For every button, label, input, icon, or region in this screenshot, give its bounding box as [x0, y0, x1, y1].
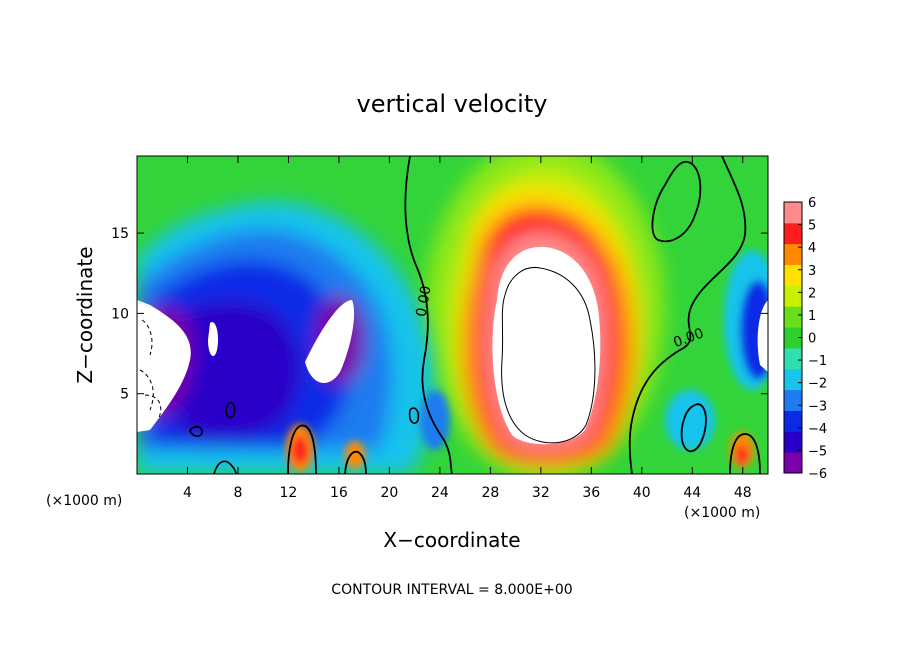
downdraft-core-min-2	[208, 322, 219, 357]
x-axis-label: X−coordinate	[383, 528, 520, 552]
x-tick-label: 44	[683, 485, 701, 501]
colorbar-tick-label: 6	[808, 196, 816, 211]
x-unit-left: (×1000 m)	[46, 493, 122, 509]
zero-contour-loop-2	[680, 403, 707, 453]
colorbar-swatch	[784, 327, 802, 349]
colorbar-swatch	[784, 431, 802, 453]
max-contour	[501, 266, 596, 444]
colorbar-tick-label: 4	[808, 241, 816, 256]
contour-lines	[139, 156, 761, 474]
colorbar-swatch	[784, 222, 802, 245]
colorbar-swatch	[784, 368, 802, 391]
surface-contour-1	[287, 424, 317, 474]
small-contour-4	[213, 460, 237, 474]
colorbar-swatch	[784, 410, 802, 432]
y-tick-label: 15	[111, 226, 129, 242]
x-tick-label: 24	[431, 485, 449, 501]
contour-interval-note: CONTOUR INTERVAL = 8.000E+00	[331, 582, 572, 598]
y-axis-label: Z−coordinate	[73, 246, 97, 383]
colorbar-swatch	[784, 347, 802, 370]
contour-label-1: 0.00	[413, 285, 434, 318]
colorbar-tick-label: 2	[808, 286, 816, 301]
negative-contours	[139, 319, 162, 421]
heatmap-field	[137, 156, 768, 474]
x-tick-label: 16	[330, 485, 348, 501]
x-tick-label: 36	[582, 485, 600, 501]
colorbar-tick-label: −5	[808, 444, 827, 459]
colorbar-swatch	[784, 389, 802, 411]
downdraft-core-min-4	[757, 300, 768, 372]
x-tick-label: 4	[183, 485, 192, 501]
zero-contour-right	[628, 156, 747, 474]
colorbar-tick-label: −1	[808, 354, 827, 369]
surface-contour-2	[729, 433, 761, 474]
small-contour-3	[408, 407, 420, 424]
x-unit-right: (×1000 m)	[684, 505, 760, 521]
x-tick-label: 32	[532, 485, 550, 501]
colorbar-tick-label: 5	[808, 219, 816, 234]
x-tick-label: 28	[481, 485, 499, 501]
small-contour-1	[225, 401, 236, 419]
colorbar-tick-label: −3	[808, 399, 827, 414]
chart-title: vertical velocity	[357, 90, 548, 118]
colorbar: 6 5 4 3 2 1 0 −1 −2 −3 −4 −5 −6	[783, 196, 827, 482]
cyan-patches	[420, 390, 715, 450]
x-axis-ticks: 4 8 12 16 20 24 28 32 36 40 44 48	[183, 156, 752, 501]
colorbar-tick-label: 1	[808, 309, 816, 324]
colorbar-swatch	[784, 243, 802, 266]
x-tick-label: 48	[734, 485, 752, 501]
colorbar-tick-label: −6	[808, 467, 827, 482]
x-tick-label: 40	[633, 485, 651, 501]
downdraft-core-min-3	[305, 300, 355, 383]
colorbar-swatch	[784, 264, 802, 286]
colorbar-swatch	[784, 306, 802, 328]
small-contour-2	[189, 425, 203, 437]
y-tick-label: 10	[111, 306, 129, 322]
x-tick-label: 12	[280, 485, 298, 501]
surface-contour-3	[344, 450, 367, 474]
updraft-core-max	[492, 246, 601, 445]
x-tick-label: 20	[380, 485, 398, 501]
x-tick-label: 8	[233, 485, 242, 501]
colorbar-swatch	[784, 285, 802, 307]
plot-frame	[136, 155, 769, 475]
right-downdraft	[724, 250, 768, 390]
colorbar-tick-label: −2	[808, 377, 827, 392]
zero-contour-left	[404, 156, 453, 474]
colorbar-swatch	[784, 452, 802, 474]
colorbar-swatch	[784, 202, 802, 224]
zero-contour-loop	[651, 160, 702, 243]
y-axis-ticks: 5 10 15	[111, 226, 768, 403]
colorbar-tick-label: 3	[808, 264, 816, 279]
colorbar-tick-label: −4	[808, 422, 827, 437]
colorbar-tick-label: 0	[808, 332, 816, 347]
y-tick-label: 5	[120, 387, 129, 403]
